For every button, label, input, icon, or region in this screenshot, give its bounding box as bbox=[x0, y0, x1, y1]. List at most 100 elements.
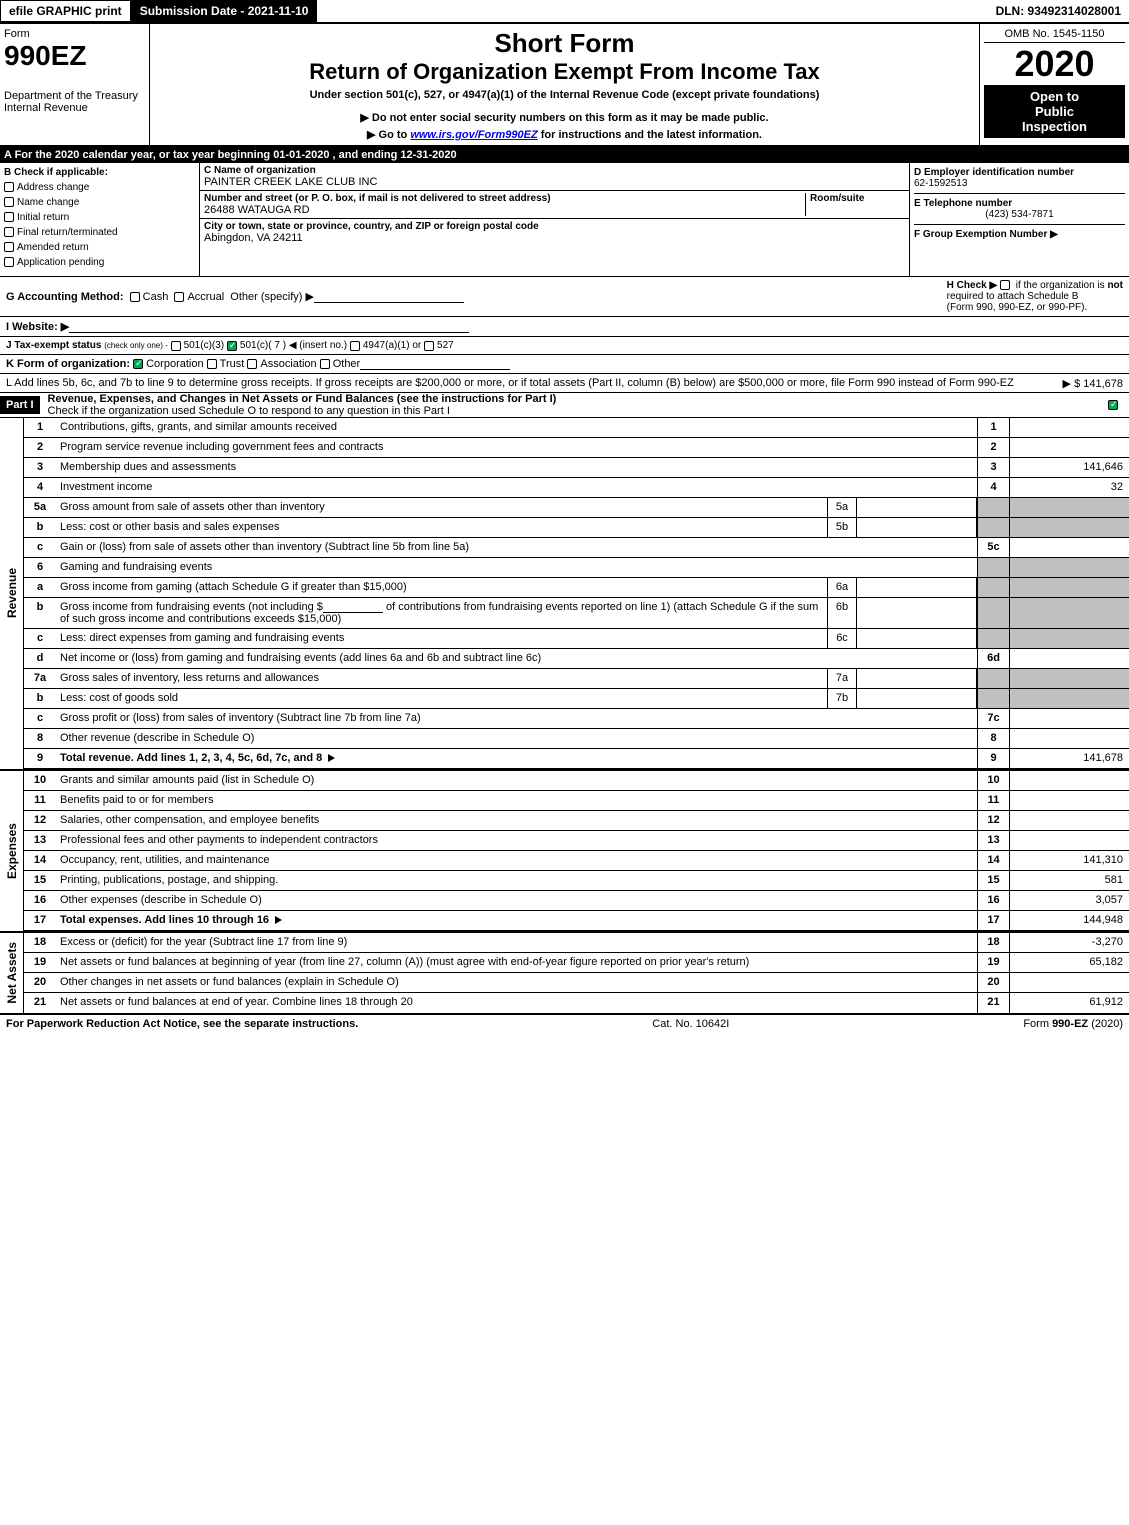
goto-line: ▶ Go to www.irs.gov/Form990EZ for instru… bbox=[154, 128, 975, 141]
ln6c-mval bbox=[857, 629, 977, 648]
subtitle-code: Under section 501(c), 527, or 4947(a)(1)… bbox=[154, 89, 975, 101]
ln17-no: 17 bbox=[24, 911, 56, 930]
chk-part1-sched-o[interactable] bbox=[1108, 400, 1118, 410]
ln6a-rno bbox=[977, 578, 1009, 597]
goto-pre: ▶ Go to bbox=[367, 129, 410, 141]
j-o1: 501(c)(3) bbox=[184, 340, 225, 351]
ln10-desc: Grants and similar amounts paid (list in… bbox=[56, 771, 977, 790]
ln10-no: 10 bbox=[24, 771, 56, 790]
submission-date-button[interactable]: Submission Date - 2021-11-10 bbox=[131, 0, 318, 22]
ln6b-blank[interactable] bbox=[323, 601, 383, 613]
ln7c-no: c bbox=[24, 709, 56, 728]
ln10-rno: 10 bbox=[977, 771, 1009, 790]
ln11-val bbox=[1009, 791, 1129, 810]
ln14-rno: 14 bbox=[977, 851, 1009, 870]
k-label: K Form of organization: bbox=[6, 358, 130, 370]
b-label: B Check if applicable: bbox=[4, 167, 195, 178]
chk-501c[interactable] bbox=[227, 341, 237, 351]
ln7c-desc: Gross profit or (loss) from sales of inv… bbox=[56, 709, 977, 728]
b-item-5: Application pending bbox=[17, 257, 104, 268]
chk-application-pending[interactable] bbox=[4, 257, 14, 267]
chk-cash[interactable] bbox=[130, 292, 140, 302]
row-k: K Form of organization: Corporation Trus… bbox=[0, 355, 1129, 374]
ln14-val: 141,310 bbox=[1009, 851, 1129, 870]
vert-expenses: Expenses bbox=[3, 819, 21, 883]
footer-left: For Paperwork Reduction Act Notice, see … bbox=[6, 1018, 358, 1030]
k-other-input[interactable] bbox=[360, 358, 510, 370]
ln20-desc: Other changes in net assets or fund bala… bbox=[56, 973, 977, 992]
chk-accrual[interactable] bbox=[174, 292, 184, 302]
footer-right-post: (2020) bbox=[1088, 1018, 1123, 1030]
ln9-no: 9 bbox=[24, 749, 56, 768]
ln15-desc: Printing, publications, postage, and shi… bbox=[56, 871, 977, 890]
chk-address-change[interactable] bbox=[4, 182, 14, 192]
b-item-2: Initial return bbox=[17, 212, 69, 223]
ln7b-no: b bbox=[24, 689, 56, 708]
chk-trust[interactable] bbox=[207, 359, 217, 369]
h-text3: (Form 990, 990-EZ, or 990-PF). bbox=[947, 302, 1088, 313]
b-item-1: Name change bbox=[17, 197, 79, 208]
vert-netassets: Net Assets bbox=[3, 938, 21, 1008]
ln16-no: 16 bbox=[24, 891, 56, 910]
ln19-rno: 19 bbox=[977, 953, 1009, 972]
irs-link[interactable]: www.irs.gov/Form990EZ bbox=[410, 129, 537, 141]
top-bar: efile GRAPHIC print Submission Date - 20… bbox=[0, 0, 1129, 24]
part1-badge: Part I bbox=[0, 396, 40, 414]
ln15-val: 581 bbox=[1009, 871, 1129, 890]
ln6c-desc: Less: direct expenses from gaming and fu… bbox=[56, 629, 827, 648]
ln4-desc: Investment income bbox=[56, 478, 977, 497]
ln6a-desc: Gross income from gaming (attach Schedul… bbox=[56, 578, 827, 597]
ln6c-rno bbox=[977, 629, 1009, 648]
website-input[interactable] bbox=[69, 321, 469, 333]
ln17-val: 144,948 bbox=[1009, 911, 1129, 930]
ln9-desc: Total revenue. Add lines 1, 2, 3, 4, 5c,… bbox=[56, 749, 977, 768]
ln5b-rno bbox=[977, 518, 1009, 537]
f-group-label: F Group Exemption Number ▶ bbox=[914, 229, 1058, 240]
chk-assoc[interactable] bbox=[247, 359, 257, 369]
ln11-no: 11 bbox=[24, 791, 56, 810]
ln5a-mval bbox=[857, 498, 977, 517]
ln21-desc: Net assets or fund balances at end of ye… bbox=[56, 993, 977, 1013]
vert-revenue: Revenue bbox=[3, 564, 21, 622]
chk-amended-return[interactable] bbox=[4, 242, 14, 252]
chk-501c3[interactable] bbox=[171, 341, 181, 351]
ln2-desc: Program service revenue including govern… bbox=[56, 438, 977, 457]
omb-number: OMB No. 1545-1150 bbox=[984, 28, 1125, 43]
ln13-val bbox=[1009, 831, 1129, 850]
g-other: Other (specify) ▶ bbox=[230, 291, 314, 303]
ln5a-rval bbox=[1009, 498, 1129, 517]
form-header: Form 990EZ Department of the Treasury In… bbox=[0, 24, 1129, 147]
j-o4: 527 bbox=[437, 340, 454, 351]
ln7a-desc: Gross sales of inventory, less returns a… bbox=[56, 669, 827, 688]
chk-527[interactable] bbox=[424, 341, 434, 351]
dept-treasury: Department of the Treasury bbox=[4, 90, 145, 102]
c-name-label: C Name of organization bbox=[204, 165, 905, 176]
chk-name-change[interactable] bbox=[4, 197, 14, 207]
ln4-rno: 4 bbox=[977, 478, 1009, 497]
ln1-no: 1 bbox=[24, 418, 56, 437]
ln8-no: 8 bbox=[24, 729, 56, 748]
efile-print-button[interactable]: efile GRAPHIC print bbox=[0, 0, 131, 22]
footer-center: Cat. No. 10642I bbox=[652, 1018, 729, 1030]
form-label: Form bbox=[4, 28, 145, 40]
chk-final-return[interactable] bbox=[4, 227, 14, 237]
chk-h[interactable] bbox=[1000, 280, 1010, 290]
chk-other-org[interactable] bbox=[320, 359, 330, 369]
ein-value: 62-1592513 bbox=[914, 178, 1125, 189]
chk-corp[interactable] bbox=[133, 359, 143, 369]
ln7b-mval bbox=[857, 689, 977, 708]
ssn-warning: ▶ Do not enter social security numbers o… bbox=[154, 111, 975, 124]
row-i: I Website: ▶ bbox=[0, 317, 1129, 337]
ln4-val: 32 bbox=[1009, 478, 1129, 497]
ln21-no: 21 bbox=[24, 993, 56, 1013]
ln3-desc: Membership dues and assessments bbox=[56, 458, 977, 477]
ln5b-rval bbox=[1009, 518, 1129, 537]
ln2-rno: 2 bbox=[977, 438, 1009, 457]
chk-4947[interactable] bbox=[350, 341, 360, 351]
ln11-desc: Benefits paid to or for members bbox=[56, 791, 977, 810]
g-other-input[interactable] bbox=[314, 291, 464, 303]
ln3-rno: 3 bbox=[977, 458, 1009, 477]
chk-initial-return[interactable] bbox=[4, 212, 14, 222]
ln3-no: 3 bbox=[24, 458, 56, 477]
b-item-3: Final return/terminated bbox=[17, 227, 118, 238]
